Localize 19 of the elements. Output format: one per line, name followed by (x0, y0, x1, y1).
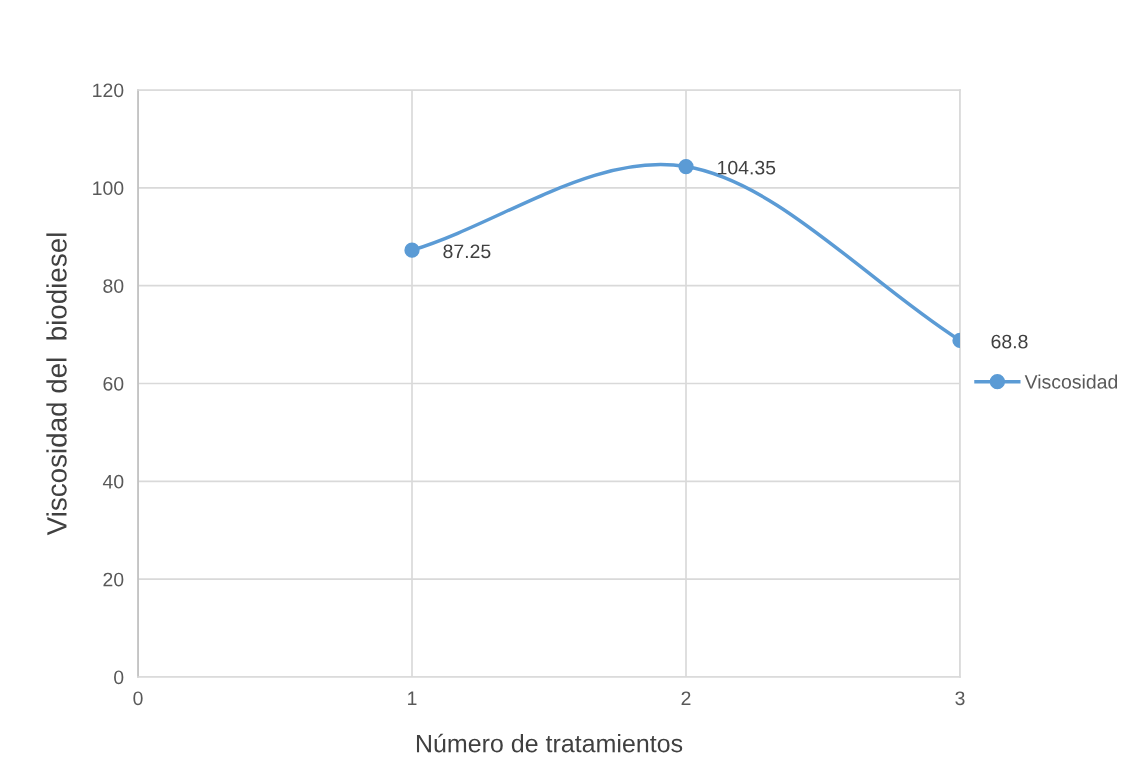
x-tick-label: 1 (408, 691, 417, 705)
y-tick-label: 0 (114, 670, 124, 685)
x-axis-title: Número de tratamientos (416, 733, 683, 753)
data-label: 104.35 (718, 160, 776, 175)
data-label: 87.25 (443, 244, 491, 259)
y-axis-title: Viscosidad del biodiesel (46, 233, 67, 536)
y-tick-label: 40 (102, 474, 124, 489)
data-label: 68.8 (991, 334, 1028, 349)
x-tick-label: 3 (955, 691, 965, 706)
y-tick-label: 120 (93, 83, 124, 98)
point (678, 158, 694, 175)
legend-label: Viscosidad (1024, 374, 1118, 389)
x-tick-label: 2 (681, 691, 691, 705)
point (404, 242, 420, 258)
y-tick-label: 20 (103, 572, 124, 587)
y-tick-label: 100 (93, 181, 124, 196)
y-tick-label: 80 (103, 279, 124, 293)
y-tick-label: 60 (103, 376, 124, 391)
x-tick-label: 0 (133, 691, 143, 706)
